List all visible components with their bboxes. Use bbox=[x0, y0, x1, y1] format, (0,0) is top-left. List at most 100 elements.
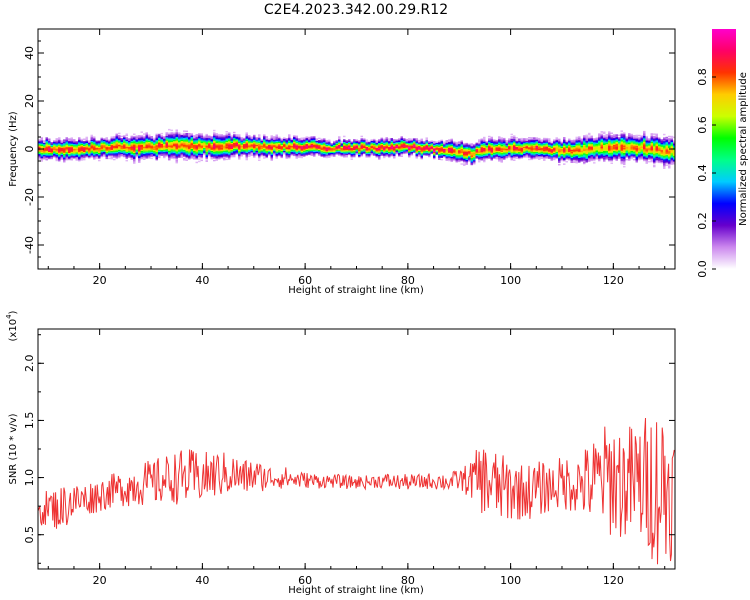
spectrogram-cell bbox=[165, 144, 168, 146]
spectrogram-cell bbox=[403, 141, 406, 144]
spectrogram-cell bbox=[115, 134, 118, 137]
spectrogram-cell bbox=[473, 155, 476, 158]
spectrogram-cell bbox=[113, 136, 116, 138]
spectrogram-cell bbox=[133, 150, 136, 152]
spectrogram-cell bbox=[95, 147, 98, 150]
spectrogram-cell bbox=[375, 145, 378, 147]
spectrogram-cell bbox=[50, 146, 53, 149]
spectrogram-cell bbox=[663, 143, 666, 145]
spectrogram-cell bbox=[418, 147, 421, 149]
spectrogram-cell bbox=[615, 135, 618, 137]
spectrogram-cell bbox=[135, 135, 138, 137]
spectrogram-cell bbox=[108, 143, 111, 145]
spectrogram-cell bbox=[88, 143, 91, 146]
spectrogram-cell bbox=[133, 162, 136, 164]
spectrogram-cell bbox=[635, 140, 638, 143]
spectrogram-cell bbox=[328, 150, 331, 152]
spectrogram-cell bbox=[88, 148, 91, 151]
spectrogram-cell bbox=[650, 147, 653, 150]
spectrogram-cell bbox=[498, 137, 501, 139]
spectrogram-cell bbox=[565, 146, 568, 149]
spectrogram-cell bbox=[358, 149, 361, 152]
spectrogram-cell bbox=[590, 158, 593, 160]
spectrogram-cell bbox=[200, 150, 203, 152]
spectrogram-cell bbox=[140, 151, 143, 154]
spectrogram-cell bbox=[208, 152, 211, 154]
spectrogram-cell bbox=[353, 155, 356, 158]
spectrogram-cell bbox=[650, 158, 653, 160]
spectrogram-cell bbox=[168, 140, 171, 143]
spectrogram-cell bbox=[563, 150, 566, 152]
spectrogram-cell bbox=[228, 150, 231, 152]
spectrogram-cell bbox=[40, 160, 43, 162]
spectrogram-cell bbox=[618, 157, 621, 159]
spectrogram-cell bbox=[190, 152, 193, 154]
spectrogram-cell bbox=[40, 138, 43, 140]
spectrogram-cell bbox=[668, 151, 671, 153]
spectrogram-cell bbox=[53, 140, 56, 142]
spectrogram-cell bbox=[158, 142, 161, 144]
spectrogram-cell bbox=[70, 137, 73, 139]
spectrogram-cell bbox=[395, 144, 398, 146]
spectrogram-cell bbox=[480, 156, 483, 159]
spectrogram-cell bbox=[133, 147, 136, 150]
spectrogram-cell bbox=[143, 139, 146, 141]
spectrogram-cell bbox=[638, 148, 641, 150]
spectrogram-cell bbox=[523, 144, 526, 146]
snr-x-axis-title: Height of straight line (km) bbox=[288, 585, 424, 596]
spectrogram-cell bbox=[453, 144, 456, 146]
spectrogram-cell bbox=[355, 152, 358, 154]
spectrogram-cell bbox=[620, 155, 623, 158]
spectrogram-cell bbox=[373, 147, 376, 149]
spectrogram-cell bbox=[550, 152, 553, 154]
spectrogram-cell bbox=[610, 148, 613, 150]
spectrogram-cell bbox=[465, 151, 468, 153]
spectrogram-cell bbox=[360, 153, 363, 156]
spectrogram-cell bbox=[48, 157, 51, 160]
spectrogram-cell bbox=[623, 143, 626, 145]
spectrogram-cell bbox=[190, 151, 193, 153]
spectrogram-cell bbox=[303, 154, 306, 156]
spectrogram-cell bbox=[605, 156, 608, 159]
spectrogram-cell bbox=[270, 136, 273, 138]
spectrogram-cell bbox=[495, 148, 498, 150]
spectrogram-cell bbox=[485, 141, 488, 143]
spectrogram-cell bbox=[80, 148, 83, 150]
spectrogram-cell bbox=[313, 155, 316, 157]
spectrogram-cell bbox=[525, 146, 528, 149]
spectrogram-cell bbox=[153, 150, 156, 153]
spectrogram-cell bbox=[78, 149, 81, 151]
spectrogram-cell bbox=[368, 143, 371, 145]
spectrogram-cell bbox=[365, 144, 368, 146]
spectrogram-cell bbox=[420, 142, 423, 144]
spectrogram-cell bbox=[308, 147, 311, 150]
spectrogram-cell bbox=[298, 147, 301, 150]
spectrogram-cell bbox=[73, 147, 76, 149]
spectrogram-cell bbox=[463, 153, 466, 156]
spectrogram-cell bbox=[563, 163, 566, 165]
spectrogram-cell bbox=[580, 157, 583, 160]
spectrogram-cell bbox=[170, 134, 173, 136]
spectrogram-cell bbox=[395, 139, 398, 141]
spectrogram-cell bbox=[520, 151, 523, 153]
spectrogram-cell bbox=[420, 141, 423, 143]
spectrogram-cell bbox=[100, 138, 103, 141]
spectrogram-cell bbox=[83, 158, 86, 161]
spectrogram-cell bbox=[620, 148, 623, 150]
spectrogram-cell bbox=[425, 151, 428, 154]
spectrogram-cell bbox=[293, 148, 296, 151]
spectrogram-cell bbox=[43, 157, 46, 159]
spectrogram-cell bbox=[108, 157, 111, 160]
spectrogram-cell bbox=[558, 161, 561, 163]
spectrogram-cell bbox=[410, 149, 413, 151]
spectrogram-cell bbox=[253, 145, 256, 148]
spectrogram-cell bbox=[435, 149, 438, 152]
spectrogram-cell bbox=[478, 147, 481, 150]
spectrogram-cell bbox=[535, 155, 538, 157]
spectrogram-cell bbox=[498, 156, 501, 159]
spectrogram-cell bbox=[305, 148, 308, 150]
spectrogram-cell bbox=[628, 153, 631, 155]
spectrogram-cell bbox=[403, 149, 406, 151]
spectrogram-cell bbox=[115, 152, 118, 155]
spectrogram-cell bbox=[328, 154, 331, 156]
